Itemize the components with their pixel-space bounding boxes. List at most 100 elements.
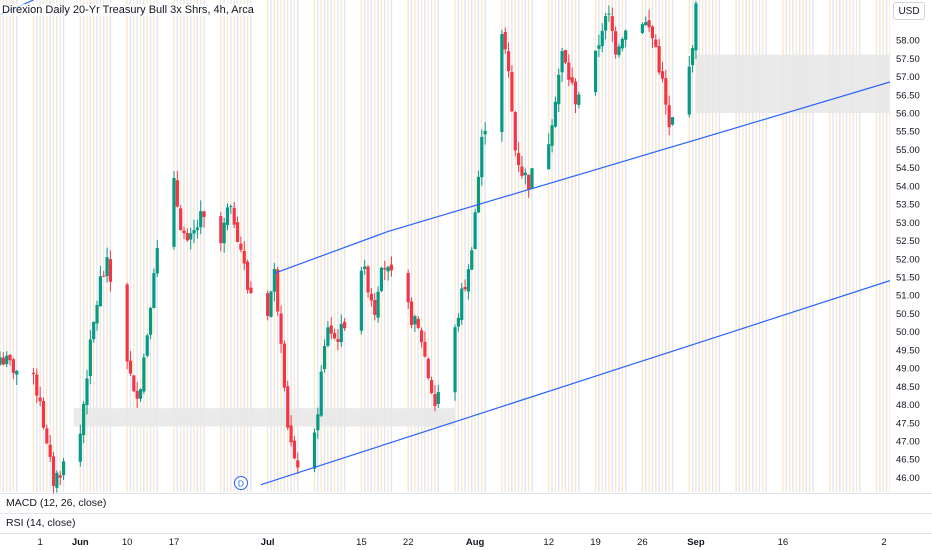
price-candles (0, 0, 698, 495)
candle-body (557, 74, 561, 105)
candle-body (670, 117, 675, 125)
candle-body (503, 32, 507, 50)
trendlines (0, 0, 891, 486)
candle-body (58, 475, 62, 478)
session-stripe (79, 0, 81, 492)
candle-body (667, 105, 671, 128)
candle-body (279, 313, 283, 344)
candle-body (460, 288, 464, 321)
session-stripe (742, 0, 744, 492)
session-stripe (276, 0, 279, 492)
candle-body (413, 316, 417, 325)
candle-body (242, 250, 246, 264)
session-stripe (380, 0, 383, 492)
session-stripe (89, 0, 92, 492)
candle-body (593, 50, 598, 93)
session-stripe (297, 0, 299, 492)
candle-body (436, 392, 440, 404)
candle-body (51, 456, 56, 486)
session-stripe (601, 0, 603, 492)
candle-body (0, 357, 2, 365)
candle-body (647, 20, 651, 28)
session-stripe (52, 0, 55, 492)
candle-body (513, 111, 517, 151)
session-stripe (845, 0, 848, 492)
session-stripe (179, 0, 182, 492)
time-tick-label: Jun (72, 537, 89, 548)
session-stripe (36, 0, 38, 492)
session-stripe (524, 0, 526, 492)
session-stripe (812, 0, 814, 492)
session-stripe (327, 0, 329, 492)
pane-separator-macd (0, 493, 932, 494)
candle-body (527, 174, 531, 190)
candle-body (426, 358, 430, 379)
session-stripe (193, 0, 195, 492)
candle-body (148, 307, 153, 335)
session-stripe (434, 0, 436, 492)
candle-body (45, 428, 49, 444)
session-stripe (313, 0, 316, 492)
session-stripe (698, 0, 700, 492)
session-stripe (203, 0, 205, 492)
session-stripe (39, 0, 41, 492)
time-tick-label: Jul (261, 537, 275, 548)
session-stripe (691, 0, 694, 492)
session-stripe (849, 0, 851, 492)
session-stripe (648, 0, 650, 492)
session-stripe (437, 0, 439, 492)
time-tick-label: Sep (687, 537, 705, 548)
session-stripe (200, 0, 202, 492)
price-tick-label: 48.50 (896, 382, 920, 393)
candle-body (192, 230, 196, 234)
dividend-marker[interactable]: D (234, 476, 248, 490)
session-stripe (792, 0, 794, 492)
time-tick-label: 19 (590, 537, 601, 548)
candle-body (179, 208, 183, 231)
session-stripe (621, 0, 623, 492)
candle-body (155, 248, 159, 274)
candle-body (530, 168, 534, 189)
session-stripe (226, 0, 229, 492)
candle-body (506, 51, 511, 72)
session-stripe (99, 0, 102, 492)
time-tick-label: 22 (403, 537, 414, 548)
candle-body (322, 346, 327, 370)
session-stripe (738, 0, 741, 492)
rsi-label[interactable]: RSI (14, close) (4, 517, 78, 529)
session-stripe (149, 0, 152, 492)
macd-label[interactable]: MACD (12, 26, close) (4, 497, 109, 509)
time-tick-label: 10 (122, 537, 133, 548)
candle-body (329, 325, 333, 334)
session-stripe (377, 0, 379, 492)
session-stripe (42, 0, 45, 492)
session-stripe (514, 0, 516, 492)
candle-body (617, 46, 621, 56)
price-tick-label: 56.00 (896, 108, 920, 119)
candle-body (296, 460, 300, 468)
candle-body (269, 291, 273, 317)
candle-body (419, 330, 424, 343)
session-stripe (715, 0, 717, 492)
session-stripe (270, 0, 272, 492)
session-stripe (661, 0, 664, 492)
candle-body (92, 321, 96, 340)
session-stripe (139, 0, 142, 492)
session-stripe (748, 0, 751, 492)
session-stripe (885, 0, 888, 492)
candle-body (98, 276, 102, 307)
candle-body (694, 3, 698, 51)
candle-body (389, 264, 394, 271)
session-stripe (547, 0, 550, 492)
session-stripe (788, 0, 791, 492)
price-tick-label: 57.50 (896, 54, 920, 65)
session-stripe (758, 0, 761, 492)
candle-body (235, 222, 240, 242)
candle-body (202, 211, 206, 217)
price-tick-label: 47.50 (896, 418, 920, 429)
candle-body (61, 461, 66, 476)
candle-body (185, 233, 189, 241)
session-stripe (323, 0, 326, 492)
currency-button[interactable]: USD (893, 2, 925, 20)
